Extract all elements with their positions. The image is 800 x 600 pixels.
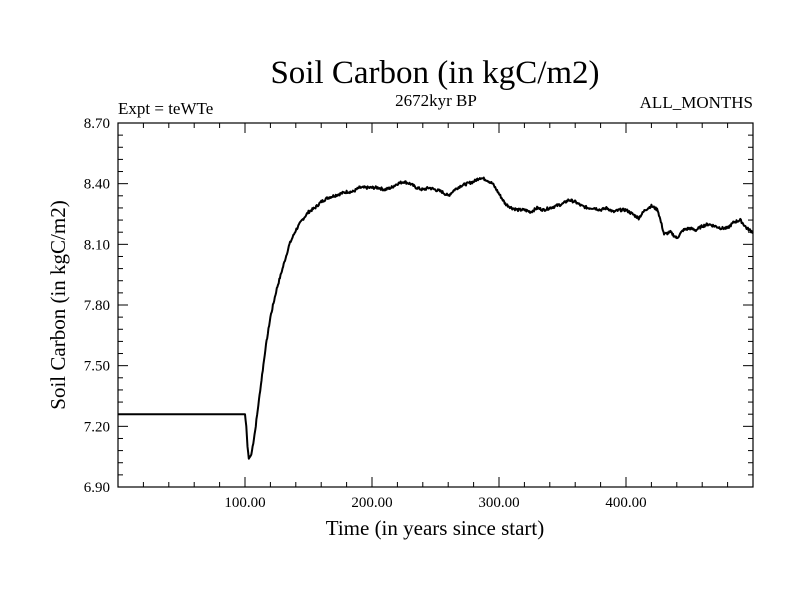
x-tick-label: 100.00	[224, 495, 265, 511]
x-tick-labels: 100.00 200.00 300.00 400.00	[224, 495, 646, 511]
x-tick-label: 200.00	[351, 495, 392, 511]
plot-frame	[117, 122, 754, 488]
y-tick-label: 7.20	[84, 419, 110, 435]
y-tick-label: 8.70	[84, 116, 110, 132]
chart-title: Soil Carbon (in kgC/m2)	[270, 55, 599, 91]
y-tick-label: 7.80	[84, 298, 110, 314]
x-tick-label: 400.00	[605, 495, 646, 511]
x-axis-label: Time (in years since start)	[326, 516, 545, 540]
y-tick-label: 6.90	[84, 480, 110, 496]
period-label: 2672kyr BP	[395, 91, 477, 110]
x-tick-label: 300.00	[478, 495, 519, 511]
series-line-soil-carbon	[117, 176, 754, 460]
y-tick-labels: 6.90 7.20 7.50 7.80 8.10 8.40 8.70	[84, 116, 110, 496]
y-axis-label: Soil Carbon (in kgC/m2)	[46, 200, 70, 409]
axis-ticks	[118, 122, 753, 488]
y-tick-label: 8.40	[84, 177, 110, 193]
y-tick-label: 7.50	[84, 359, 110, 375]
experiment-label: Expt = teWTe	[118, 99, 213, 118]
y-tick-label: 8.10	[84, 237, 110, 253]
months-label: ALL_MONTHS	[640, 93, 753, 112]
